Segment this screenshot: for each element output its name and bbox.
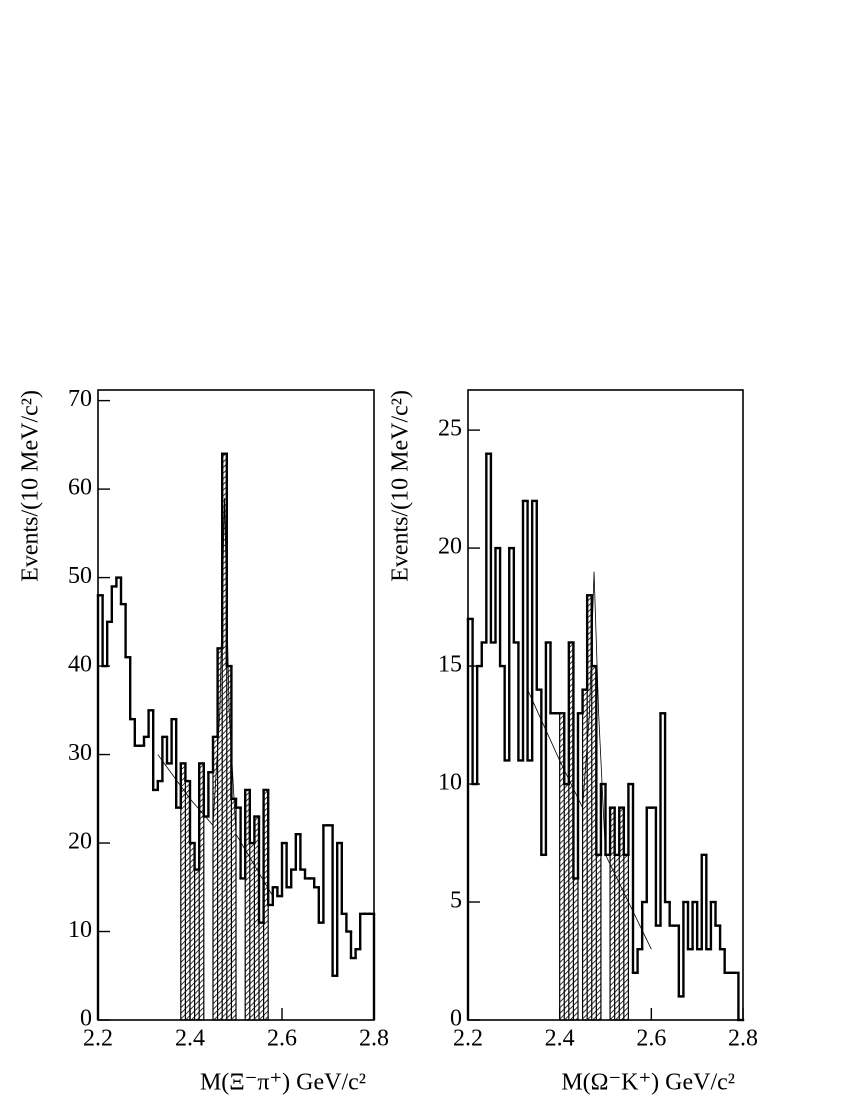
plot-frame bbox=[467, 389, 744, 1021]
y-tick-label: 60 bbox=[68, 475, 92, 501]
x-axis-label: M(Ξ⁻π⁺) GeV/c² bbox=[200, 1070, 366, 1096]
y-tick-label: 25 bbox=[438, 416, 462, 442]
y-axis-label: Events/(10 MeV/c²) bbox=[388, 390, 414, 582]
y-tick-label: 20 bbox=[68, 829, 92, 855]
x-tick-label: 2.8 bbox=[359, 1026, 389, 1052]
y-tick-label: 40 bbox=[68, 652, 92, 678]
y-axis-label: Events/(10 MeV/c²) bbox=[18, 390, 44, 582]
x-axis-label: M(Ω⁻K⁺) GeV/c² bbox=[561, 1070, 735, 1096]
y-tick-label: 15 bbox=[438, 652, 462, 678]
x-tick-label: 2.4 bbox=[545, 1026, 575, 1052]
x-tick-label: 2.2 bbox=[83, 1026, 113, 1052]
x-tick-label: 2.4 bbox=[175, 1026, 205, 1052]
y-tick-label: 0 bbox=[450, 1006, 462, 1032]
x-tick-label: 2.2 bbox=[453, 1026, 483, 1052]
y-tick-label: 10 bbox=[68, 917, 92, 943]
fit-curve bbox=[157, 497, 274, 897]
y-tick-label: 5 bbox=[450, 888, 462, 914]
x-tick-label: 2.8 bbox=[728, 1026, 758, 1052]
y-tick-label: 50 bbox=[68, 563, 92, 589]
y-tick-label: 70 bbox=[68, 386, 92, 412]
x-tick-label: 2.6 bbox=[267, 1026, 297, 1052]
plot-frame bbox=[97, 389, 375, 1021]
y-tick-label: 0 bbox=[80, 1006, 92, 1032]
fit-curve bbox=[527, 571, 652, 950]
x-tick-label: 2.6 bbox=[636, 1026, 666, 1052]
y-tick-label: 10 bbox=[438, 770, 462, 796]
y-tick-label: 20 bbox=[438, 534, 462, 560]
y-tick-label: 30 bbox=[68, 740, 92, 766]
